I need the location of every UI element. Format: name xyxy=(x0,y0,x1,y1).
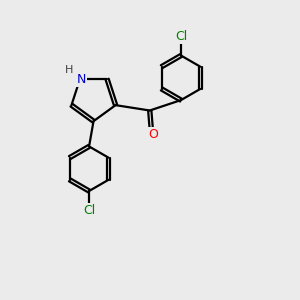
Text: H: H xyxy=(64,65,73,75)
Text: Cl: Cl xyxy=(83,204,95,217)
Text: N: N xyxy=(77,73,86,86)
Text: O: O xyxy=(148,128,158,141)
Text: Cl: Cl xyxy=(175,30,187,43)
